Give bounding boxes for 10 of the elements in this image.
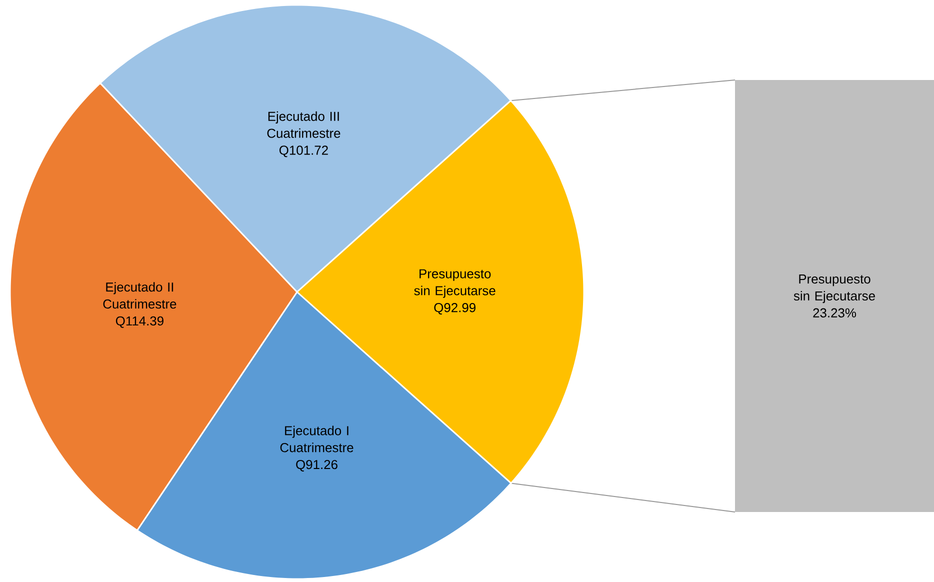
data-label: Q91.26 — [296, 460, 338, 472]
slice-label: Ejecutado III Cuatrimestre — [267, 111, 340, 138]
category-label: Presupuesto sin Ejecutarse — [794, 274, 875, 304]
data-label: Q101.72 — [279, 146, 328, 158]
data-label: 23.23% — [813, 308, 856, 318]
slice-label: Presupuesto sin Ejecutarse — [414, 269, 496, 298]
slice-label: Ejecutado II Cuatrimestre — [103, 282, 176, 309]
slice-label: Ejecutado I Cuatrimestre — [280, 426, 354, 452]
data-label: Q92.99 — [434, 303, 476, 315]
data-label: Q114.39 — [116, 316, 164, 328]
